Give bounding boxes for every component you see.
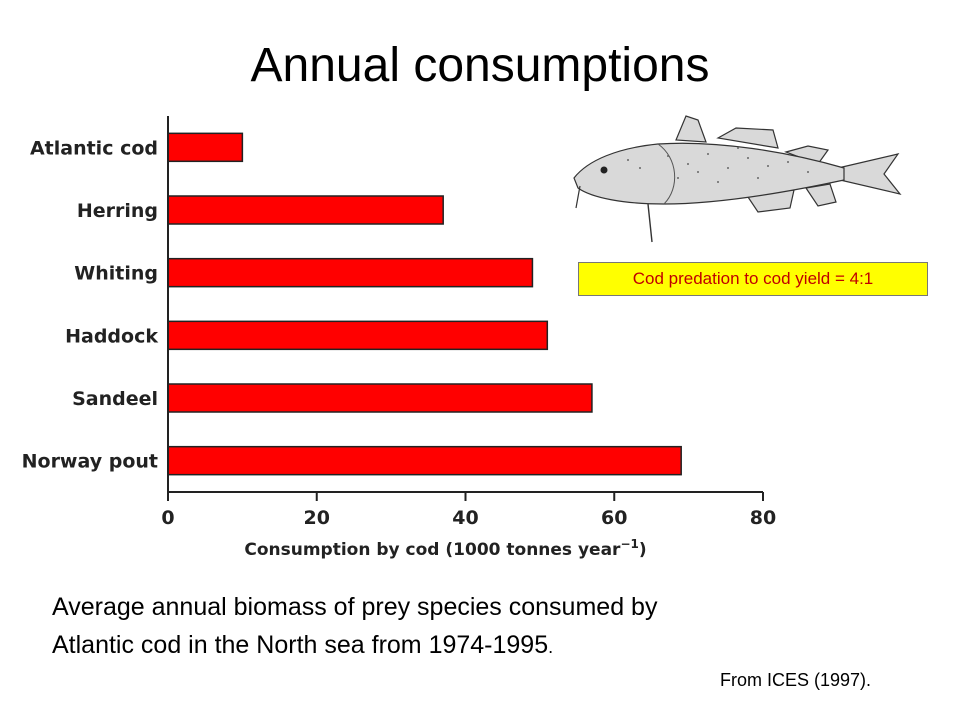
category-label: Norway pout bbox=[22, 451, 158, 473]
callout-box: Cod predation to cod yield = 4:1 bbox=[578, 262, 928, 296]
category-labels: Atlantic cod Herring Whiting Haddock Sandeel… bbox=[22, 137, 159, 472]
bar bbox=[167, 320, 549, 351]
x-axis-title-main: Consumption by cod (1000 tonnes year bbox=[244, 540, 621, 560]
bar bbox=[167, 257, 534, 288]
caption-line-2: Atlantic cod in the North sea from 1974-… bbox=[52, 631, 549, 659]
caption-period: . bbox=[548, 637, 554, 657]
caption-line-1: Average annual biomass of prey species c… bbox=[52, 593, 658, 621]
x-axis-title: Consumption by cod (1000 tonnes year−1) bbox=[244, 537, 646, 560]
x-tick-label: 60 bbox=[601, 507, 627, 529]
x-axis-title-end: ) bbox=[639, 540, 647, 560]
x-tick-label: 40 bbox=[452, 507, 478, 529]
category-label: Sandeel bbox=[72, 388, 158, 410]
caption: Average annual biomass of prey species c… bbox=[52, 588, 872, 666]
bars-layer bbox=[167, 132, 682, 476]
cod-fish-illustration bbox=[573, 115, 902, 243]
x-tick-label: 20 bbox=[304, 507, 330, 529]
x-tick-label: 0 bbox=[161, 507, 174, 529]
category-label: Atlantic cod bbox=[30, 137, 158, 159]
bar bbox=[167, 132, 244, 163]
category-label: Herring bbox=[77, 200, 158, 222]
category-label: Haddock bbox=[65, 325, 158, 347]
bar bbox=[167, 445, 682, 476]
bar bbox=[167, 383, 593, 413]
x-axis-title-exponent: −1 bbox=[620, 537, 638, 551]
x-tick-label: 80 bbox=[750, 507, 776, 529]
x-ticks: 0 20 40 60 80 bbox=[161, 492, 776, 529]
category-label: Whiting bbox=[74, 263, 158, 285]
source-citation: From ICES (1997). bbox=[720, 670, 872, 690]
bar bbox=[167, 195, 444, 225]
slide-title: Annual consumptions bbox=[250, 39, 710, 92]
